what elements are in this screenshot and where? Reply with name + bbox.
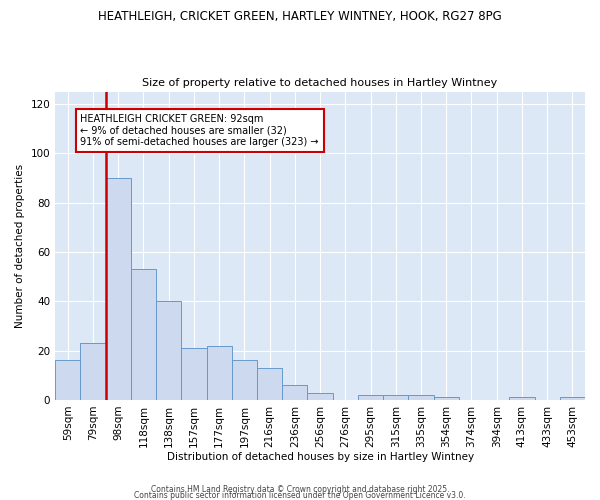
Text: HEATHLEIGH CRICKET GREEN: 92sqm
← 9% of detached houses are smaller (32)
91% of : HEATHLEIGH CRICKET GREEN: 92sqm ← 9% of …	[80, 114, 319, 147]
Bar	[232, 360, 257, 400]
Bar	[560, 398, 585, 400]
X-axis label: Distribution of detached houses by size in Hartley Wintney: Distribution of detached houses by size …	[167, 452, 473, 462]
Bar	[181, 348, 206, 400]
Bar	[409, 395, 434, 400]
Bar	[307, 392, 332, 400]
Text: Contains public sector information licensed under the Open Government Licence v3: Contains public sector information licen…	[134, 490, 466, 500]
Bar	[282, 385, 307, 400]
Bar	[206, 346, 232, 400]
Bar	[383, 395, 409, 400]
Text: Contains HM Land Registry data © Crown copyright and database right 2025.: Contains HM Land Registry data © Crown c…	[151, 484, 449, 494]
Y-axis label: Number of detached properties: Number of detached properties	[15, 164, 25, 328]
Bar	[55, 360, 80, 400]
Bar	[156, 302, 181, 400]
Bar	[358, 395, 383, 400]
Bar	[257, 368, 282, 400]
Bar	[80, 343, 106, 400]
Bar	[131, 269, 156, 400]
Bar	[434, 398, 459, 400]
Bar	[106, 178, 131, 400]
Bar	[509, 398, 535, 400]
Title: Size of property relative to detached houses in Hartley Wintney: Size of property relative to detached ho…	[142, 78, 498, 88]
Text: HEATHLEIGH, CRICKET GREEN, HARTLEY WINTNEY, HOOK, RG27 8PG: HEATHLEIGH, CRICKET GREEN, HARTLEY WINTN…	[98, 10, 502, 23]
